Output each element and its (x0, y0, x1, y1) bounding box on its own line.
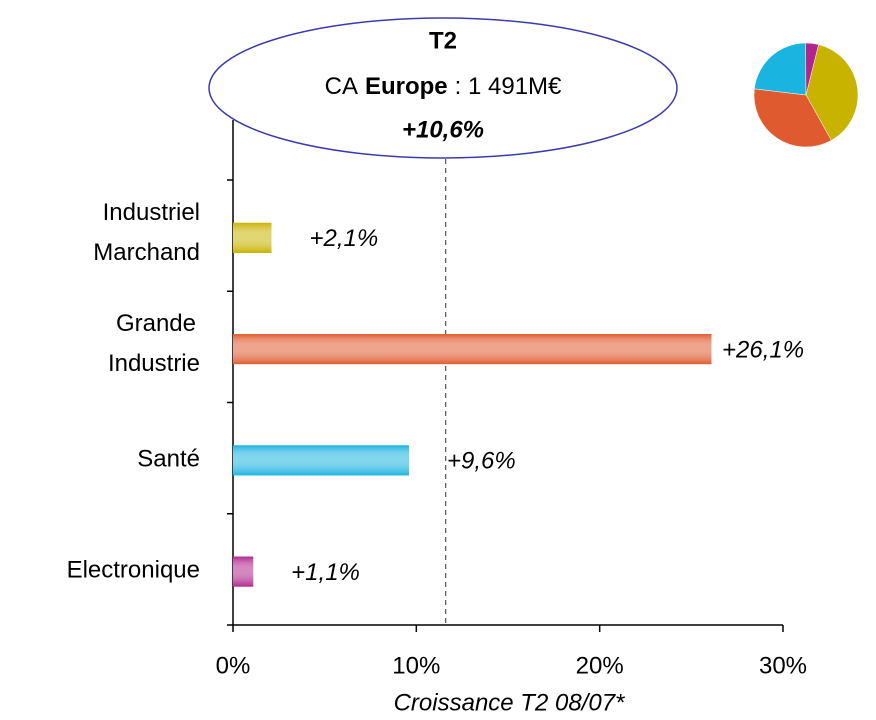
y-tick-label-line: Electronique (67, 557, 200, 584)
y-tick-label-line: Grande (116, 310, 196, 337)
x-tick-label: 10% (392, 652, 440, 679)
x-tick-label: 0% (216, 652, 251, 679)
pie-slice (805, 44, 859, 141)
y-tick-label-line: Santé (137, 446, 200, 473)
title-part: CA (325, 73, 358, 100)
y-tick-label: Electronique (67, 557, 200, 584)
title-box (208, 17, 678, 159)
y-tick-label: Santé (137, 446, 200, 473)
y-tick-label-line: Industriel (103, 199, 200, 226)
y-tick-label: Industriel Marchand (93, 199, 200, 266)
title-line: CA Europe : 1 491M€ (325, 73, 562, 100)
title-part: Europe (365, 73, 448, 100)
y-tick-label-line: Industrie (108, 350, 200, 377)
title: T2 (429, 27, 457, 54)
value-label: +1,1% (291, 559, 360, 586)
value-label: +2,1% (310, 225, 379, 252)
y-tick-label: Grande Industrie (108, 310, 200, 377)
bar (233, 334, 712, 365)
pie-slice (805, 42, 819, 96)
bar (233, 222, 272, 253)
value-label: +26,1% (722, 336, 804, 363)
x-axis-label: Croissance T2 08/07* (394, 689, 625, 716)
bar (233, 445, 409, 476)
bar (233, 556, 254, 587)
value-label: +9,6% (447, 448, 516, 475)
x-tick-label: 20% (576, 652, 624, 679)
title-part: : 1 491M€ (455, 73, 562, 100)
x-tick-label: 30% (759, 652, 807, 679)
title-line: +10,6% (402, 116, 484, 143)
y-tick-label-line: Marchand (93, 239, 200, 266)
pie-slice (753, 88, 832, 148)
pie-slice (754, 42, 807, 96)
